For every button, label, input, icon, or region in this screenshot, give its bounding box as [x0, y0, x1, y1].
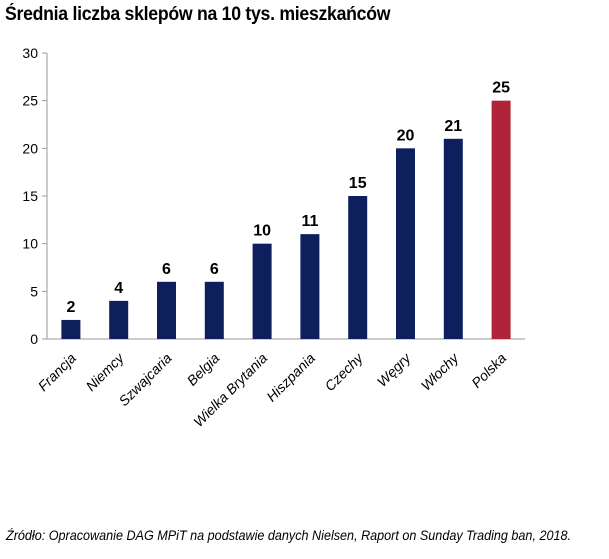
bar-7	[348, 196, 368, 339]
bar-4	[204, 281, 224, 339]
data-label: 6	[210, 261, 219, 278]
x-tick-label: Niemcy	[83, 349, 128, 394]
data-label: 2	[66, 299, 75, 316]
bars	[61, 100, 511, 340]
data-label: 21	[444, 118, 462, 135]
y-tick-label: 0	[30, 331, 38, 347]
bar-5	[252, 243, 272, 339]
x-tick-label: Francja	[35, 350, 79, 394]
bar-10	[491, 100, 511, 340]
data-labels: 2 4 6 6 10 11 15 20 21 25	[66, 80, 510, 316]
y-tick-label: 10	[22, 236, 38, 252]
source-note: Źródło: Opracowanie DAG MPiT na podstawi…	[6, 527, 571, 543]
bar-chart: 0 5 10 15 20 25 30 2 4 6 6 10 11 15 20 21 25 Francja Nie…	[22, 45, 525, 430]
x-tick-label: Czechy	[321, 349, 366, 394]
data-label: 6	[162, 261, 171, 278]
data-label: 15	[349, 175, 367, 192]
data-label: 4	[114, 280, 123, 297]
y-tick-label: 20	[22, 140, 38, 156]
data-label: 11	[301, 213, 318, 230]
y-tick-label: 25	[22, 93, 38, 109]
bar-9	[443, 138, 463, 339]
y-axis: 0 5 10 15 20 25 30	[22, 45, 48, 347]
bar-2	[109, 300, 129, 339]
x-tick-label: Belgia	[184, 350, 223, 389]
bar-8	[396, 148, 415, 339]
data-label: 10	[253, 223, 271, 240]
x-tick-label: Polska	[468, 350, 509, 391]
x-tick-label: Hiszpania	[263, 350, 318, 405]
bar-6	[300, 234, 320, 339]
x-tick-label: Włochy	[418, 349, 462, 393]
y-tick-label: 15	[22, 188, 38, 204]
y-tick-label: 30	[22, 45, 38, 61]
data-label: 25	[492, 80, 510, 97]
x-tick-label: Węgry	[374, 349, 415, 390]
data-label: 20	[397, 127, 415, 144]
bar-3	[157, 281, 176, 339]
y-tick-label: 5	[30, 283, 38, 299]
x-tick-label: Szwajcaria	[115, 350, 174, 409]
chart-title: Średnia liczba sklepów na 10 tys. mieszk…	[5, 4, 391, 25]
bar-1	[61, 319, 81, 339]
